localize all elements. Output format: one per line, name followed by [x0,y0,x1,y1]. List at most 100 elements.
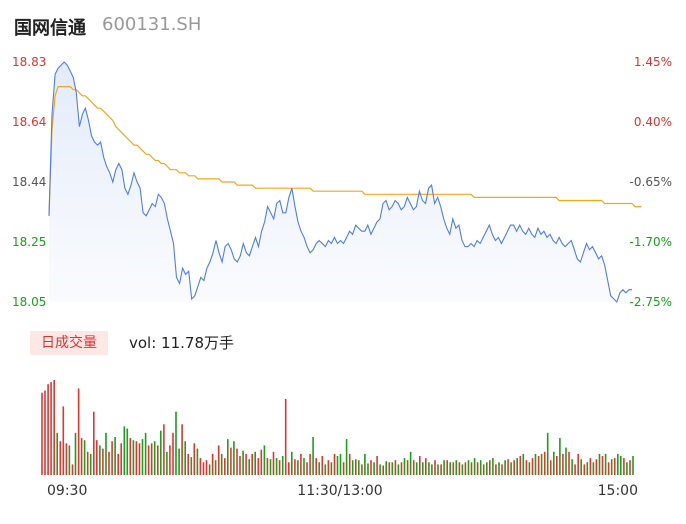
volume-bar [516,458,518,475]
volume-bar [422,462,424,475]
volume-bar [208,464,211,475]
volume-bar [275,458,278,475]
volume-bar [443,460,445,475]
volume-bar [461,464,464,475]
volume-bar [562,453,564,475]
volume-bar [251,453,253,475]
volume-bar [47,384,49,475]
price-line [48,61,632,304]
volume-bar [543,451,546,475]
volume-bar [190,457,193,475]
volume-bar [425,458,427,475]
volume-bar [434,460,436,475]
volume-bar [519,456,522,475]
volume-bar [68,445,71,475]
volume-bar [391,462,394,475]
volume-bar [534,453,537,475]
volume-bar [318,462,320,475]
volume-bar [412,460,415,475]
volume-bar [141,439,144,475]
volume-bar [613,458,616,475]
volume-bar [132,440,135,475]
volume-bar [510,462,512,475]
volume-bar [41,392,43,475]
volume-bar [303,458,305,475]
volume-readout: vol: 11.78万手 [129,334,234,352]
volume-bar [108,451,110,475]
volume-bar [330,462,333,475]
volume-bar [56,432,58,475]
volume-bar [272,451,275,475]
volume-bar [522,453,525,475]
volume-bar [388,462,391,475]
volume-bar [71,464,74,475]
volume-bar [373,462,375,475]
volume-bar [83,440,86,475]
volume-bar [53,380,55,475]
volume-bar [111,441,113,475]
volume-bar [99,445,101,475]
volume-bar [163,424,165,475]
volume-bar [263,445,266,475]
volume-bar [312,437,314,475]
volume-bar [315,458,317,475]
volume-bar [583,464,586,475]
volume-bar [157,445,159,475]
volume-bar [89,453,92,475]
volume-bar [102,448,104,475]
volume-tab[interactable]: 日成交量 [30,331,108,355]
volume-bar [449,462,451,475]
volume-bar [507,459,509,475]
volume-bar [284,399,287,475]
volume-bar [467,460,470,475]
y-tick-label: 18.25 [12,235,46,249]
volume-bar [236,448,238,475]
volume-bar [409,451,412,475]
stock-code: 600131.SH [102,14,202,35]
volume-bar [382,465,384,475]
volume-bar [489,460,491,475]
volume-bar [150,443,153,475]
volume-bar [617,453,619,475]
volume-bar [220,453,223,475]
volume-bar [629,460,631,475]
volume-bar [431,464,433,475]
volume-bar [178,448,180,475]
volume-bar [117,453,119,475]
volume-bar [589,458,592,475]
volume-bar [266,458,269,475]
y-tick-label: 18.83 [12,55,46,69]
volume-bar [80,438,83,475]
volume-bar [199,458,202,475]
pct-tick-label: 0.40% [634,115,672,129]
volume-bar [419,456,421,475]
volume-bar [549,460,552,475]
volume-bar [553,451,555,475]
volume-bar [580,459,582,475]
volume-bar [169,445,171,475]
volume-bar [233,441,235,475]
volume-bar [531,458,534,475]
volume-bar [592,462,595,475]
x-tick-label: 15:00 [598,483,638,499]
volume-bar [77,388,80,475]
volume-bar [342,462,345,475]
volume-bar [217,445,220,475]
volume-bar [598,453,601,475]
volume-bar [187,453,189,475]
volume-bar [153,441,156,475]
volume-bar [120,443,122,475]
volume-bar [437,464,439,475]
volume-bar [504,460,506,475]
volume-bar [214,460,217,475]
volume-bar [370,460,372,475]
volume-bar [172,432,174,475]
volume-bar [540,453,543,475]
volume-bar [458,462,461,475]
volume-bar [623,458,625,475]
volume-bar [574,464,576,475]
y-tick-label: 18.05 [12,295,46,309]
volume-bar [452,462,455,475]
pct-tick-label: -0.65% [630,175,672,189]
